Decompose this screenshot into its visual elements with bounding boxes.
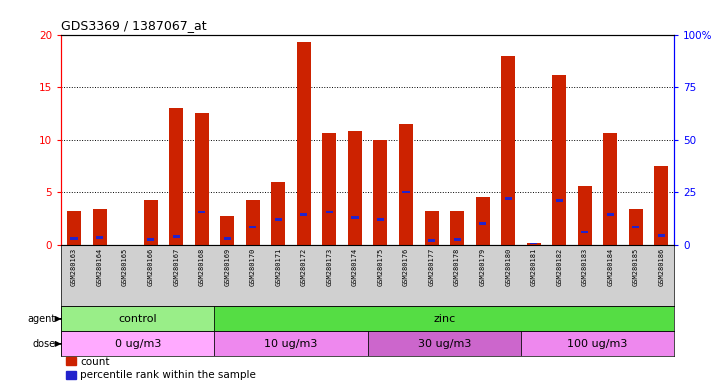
Text: GSM280179: GSM280179 — [479, 248, 486, 286]
Bar — [603, 134, 617, 245]
Bar — [526, 243, 541, 245]
Bar — [61, 331, 215, 356]
Text: dose: dose — [32, 339, 55, 349]
Bar — [377, 218, 384, 221]
Text: GSM280172: GSM280172 — [301, 248, 307, 286]
Bar — [454, 238, 461, 241]
Bar — [607, 213, 614, 215]
Bar — [629, 209, 643, 245]
Text: 0 ug/m3: 0 ug/m3 — [115, 339, 161, 349]
Bar — [581, 231, 588, 233]
Text: 100 ug/m3: 100 ug/m3 — [567, 339, 628, 349]
Text: GSM280184: GSM280184 — [607, 248, 614, 286]
Bar — [92, 209, 107, 245]
Bar — [428, 239, 435, 242]
Text: GSM280176: GSM280176 — [403, 248, 409, 286]
Text: GSM280165: GSM280165 — [122, 248, 128, 286]
Bar — [143, 200, 158, 245]
Text: GSM280181: GSM280181 — [531, 248, 536, 286]
Text: GSM280185: GSM280185 — [633, 248, 639, 286]
Bar — [501, 56, 516, 245]
Text: GDS3369 / 1387067_at: GDS3369 / 1387067_at — [61, 19, 207, 32]
Bar — [297, 42, 311, 245]
Bar — [275, 218, 282, 221]
Bar — [505, 197, 512, 200]
Text: GSM280167: GSM280167 — [173, 248, 180, 286]
Bar — [220, 215, 234, 245]
Bar — [556, 199, 563, 202]
Text: GSM280174: GSM280174 — [352, 248, 358, 286]
Text: GSM280164: GSM280164 — [97, 248, 102, 286]
Bar — [195, 114, 209, 245]
Bar — [61, 306, 215, 331]
Bar — [450, 211, 464, 245]
Bar — [399, 124, 413, 245]
Bar — [351, 216, 358, 219]
Bar — [169, 108, 183, 245]
Text: control: control — [118, 314, 157, 324]
Bar — [172, 235, 180, 238]
Text: GSM280171: GSM280171 — [275, 248, 281, 286]
Text: GSM280186: GSM280186 — [658, 248, 664, 286]
Text: 10 ug/m3: 10 ug/m3 — [265, 339, 318, 349]
Bar — [224, 237, 231, 240]
Text: GSM280180: GSM280180 — [505, 248, 511, 286]
Bar — [632, 225, 640, 228]
Bar — [246, 200, 260, 245]
Text: GSM280183: GSM280183 — [582, 248, 588, 286]
Text: GSM280173: GSM280173 — [327, 248, 332, 286]
Bar — [425, 211, 438, 245]
Bar — [96, 236, 103, 239]
Bar — [348, 131, 362, 245]
Text: GSM280166: GSM280166 — [148, 248, 154, 286]
Bar — [249, 225, 257, 228]
Bar — [552, 74, 566, 245]
Bar — [271, 182, 286, 245]
Text: GSM280168: GSM280168 — [199, 248, 205, 286]
Bar — [67, 211, 81, 245]
Bar — [215, 306, 674, 331]
Bar — [521, 331, 674, 356]
Bar — [215, 331, 368, 356]
Text: GSM280178: GSM280178 — [454, 248, 460, 286]
Text: GSM280163: GSM280163 — [71, 248, 77, 286]
Bar — [326, 211, 333, 214]
Bar — [300, 213, 307, 215]
Text: GSM280177: GSM280177 — [428, 248, 435, 286]
Bar — [655, 166, 668, 245]
Text: GSM280170: GSM280170 — [249, 248, 256, 286]
Bar — [530, 243, 537, 244]
Text: GSM280175: GSM280175 — [378, 248, 384, 286]
Text: GSM280169: GSM280169 — [224, 248, 230, 286]
Bar — [373, 140, 387, 245]
Bar — [476, 197, 490, 245]
Bar — [658, 234, 665, 237]
Bar — [368, 331, 521, 356]
Text: 30 ug/m3: 30 ug/m3 — [417, 339, 471, 349]
Text: agent: agent — [27, 314, 55, 324]
Text: zinc: zinc — [433, 314, 456, 324]
Bar — [71, 237, 78, 240]
Bar — [322, 134, 337, 245]
Bar — [198, 211, 205, 214]
Legend: count, percentile rank within the sample: count, percentile rank within the sample — [66, 357, 256, 380]
Bar — [147, 238, 154, 241]
Bar — [479, 222, 486, 225]
Bar — [578, 186, 592, 245]
Text: GSM280182: GSM280182 — [556, 248, 562, 286]
Bar — [402, 191, 410, 194]
